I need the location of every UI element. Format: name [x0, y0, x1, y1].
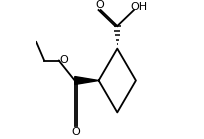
Text: O: O: [71, 127, 80, 137]
Text: OH: OH: [131, 2, 148, 12]
Text: O: O: [95, 0, 104, 10]
Polygon shape: [75, 77, 99, 85]
Text: O: O: [60, 55, 68, 65]
